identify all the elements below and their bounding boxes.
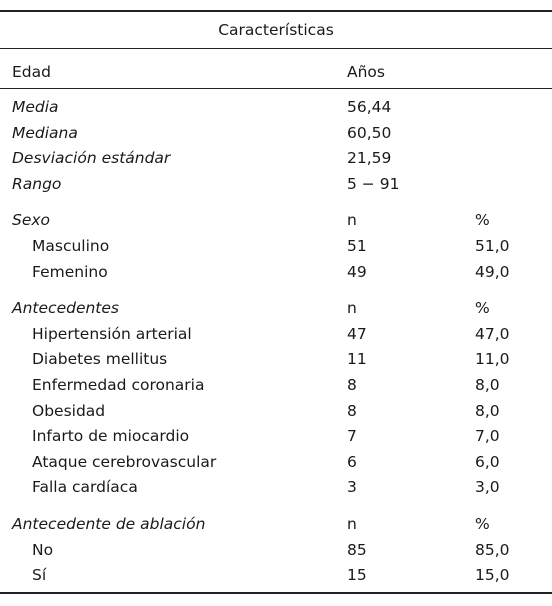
- cell: 21,59: [347, 149, 392, 168]
- cell: 49,0: [475, 262, 510, 281]
- cell: 5 − 91: [347, 174, 400, 193]
- cell: 7,0: [475, 427, 500, 446]
- column-header: n: [347, 299, 357, 318]
- cell: 15,0: [475, 566, 510, 585]
- cell: 3: [347, 478, 357, 497]
- column-header: %: [475, 211, 490, 230]
- cell: 11,0: [475, 350, 510, 369]
- cell: 7: [347, 427, 357, 446]
- row-label: Ataque cerebrovascular: [32, 452, 217, 471]
- column-header: n: [347, 515, 357, 533]
- cell: 85: [347, 540, 367, 559]
- column-header: %: [475, 299, 490, 318]
- rule: [0, 592, 552, 594]
- group-title: Antecedente de ablación: [12, 515, 206, 533]
- row-label: Obesidad: [32, 401, 106, 420]
- cell: 49: [347, 262, 367, 281]
- row-label: Hipertensión arterial: [32, 324, 192, 343]
- row-label: Desviación estándar: [12, 149, 171, 168]
- cell: 11: [347, 350, 367, 369]
- row-label: Falla cardíaca: [32, 478, 138, 497]
- column-header: Edad: [12, 63, 51, 81]
- column-header: n: [347, 211, 357, 230]
- cell: 47: [347, 324, 367, 343]
- cell: 3,0: [475, 478, 500, 497]
- rule: [0, 10, 552, 12]
- table-title: Características: [218, 21, 334, 39]
- row-label: Femenino: [32, 262, 108, 281]
- cell: 6,0: [475, 452, 500, 471]
- cell: 8: [347, 401, 357, 420]
- row-label: Enfermedad coronaria: [32, 376, 205, 394]
- cell: 8,0: [475, 401, 500, 420]
- cell: 85,0: [475, 540, 510, 559]
- cell: 51,0: [475, 237, 510, 255]
- column-header: %: [475, 515, 490, 533]
- cell: 15: [347, 566, 367, 585]
- column-header: Años: [347, 63, 385, 81]
- row-label: Diabetes mellitus: [32, 350, 168, 369]
- row-label: Rango: [12, 174, 62, 193]
- group-title: Sexo: [12, 211, 51, 230]
- rule: [0, 48, 552, 49]
- cell: 56,44: [347, 98, 392, 116]
- group-title: Antecedentes: [12, 299, 119, 318]
- row-label: Mediana: [12, 123, 78, 142]
- row-label: No: [32, 540, 54, 559]
- row-label: Masculino: [32, 237, 110, 255]
- cell: 8: [347, 376, 357, 394]
- cell: 60,50: [347, 123, 392, 142]
- rule: [0, 88, 552, 89]
- cell: 47,0: [475, 324, 510, 343]
- row-label: Infarto de miocardio: [32, 427, 190, 446]
- row-label: Media: [12, 98, 59, 116]
- row-label: Sí: [32, 566, 47, 585]
- cell: 51: [347, 237, 367, 255]
- cell: 6: [347, 452, 357, 471]
- cell: 8,0: [475, 376, 500, 394]
